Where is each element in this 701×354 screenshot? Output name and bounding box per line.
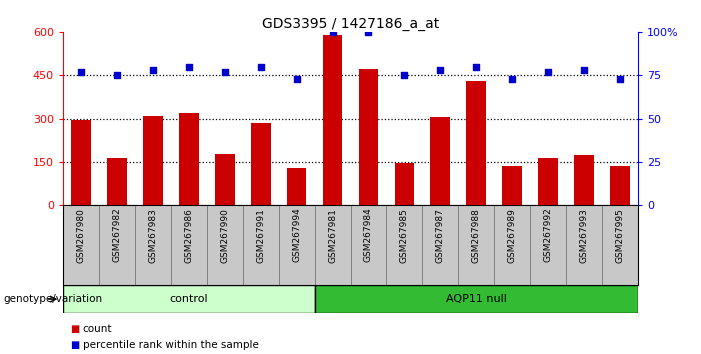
Point [614,76,625,81]
Point [543,69,554,75]
Text: genotype/variation: genotype/variation [4,294,102,304]
Point [470,64,482,69]
Bar [430,117,450,205]
Bar [215,154,235,205]
Bar [251,123,271,205]
Text: control: control [170,294,208,304]
Text: GSM267987: GSM267987 [436,208,445,263]
Point [255,64,266,69]
Point [183,64,194,69]
Point [507,76,518,81]
Title: GDS3395 / 1427186_a_at: GDS3395 / 1427186_a_at [262,17,439,31]
Bar [574,155,594,205]
Point [363,29,374,35]
Bar [322,35,342,205]
Text: GSM267991: GSM267991 [256,208,265,263]
Bar [538,158,558,205]
Bar [143,116,163,205]
Text: GSM267994: GSM267994 [292,208,301,262]
Text: GSM267993: GSM267993 [580,208,589,263]
Text: percentile rank within the sample: percentile rank within the sample [83,340,259,350]
Point [327,29,338,35]
Point [111,73,123,78]
Text: GSM267984: GSM267984 [364,208,373,262]
Bar [72,120,91,205]
Bar [610,166,629,205]
Bar [287,168,306,205]
Bar [107,158,127,205]
Bar [315,285,638,313]
Text: GSM267986: GSM267986 [184,208,193,263]
Text: GSM267988: GSM267988 [472,208,481,263]
Text: GSM267992: GSM267992 [543,208,552,262]
Text: ■: ■ [70,340,79,350]
Point [399,73,410,78]
Point [147,67,158,73]
Point [76,69,87,75]
Bar [179,113,198,205]
Point [435,67,446,73]
Bar [466,81,486,205]
Point [219,69,231,75]
Text: GSM267980: GSM267980 [76,208,86,263]
Point [291,76,302,81]
Bar [503,166,522,205]
Text: GSM267983: GSM267983 [149,208,158,263]
Bar [395,162,414,205]
Text: GSM267989: GSM267989 [508,208,517,263]
Text: count: count [83,324,112,334]
Text: GSM267985: GSM267985 [400,208,409,263]
Text: GSM267981: GSM267981 [328,208,337,263]
Text: GSM267990: GSM267990 [220,208,229,263]
Text: GSM267995: GSM267995 [615,208,625,263]
Bar [359,69,379,205]
Point [578,67,590,73]
Text: GSM267982: GSM267982 [112,208,121,262]
Bar [63,285,315,313]
Text: ■: ■ [70,324,79,334]
Text: AQP11 null: AQP11 null [446,294,507,304]
